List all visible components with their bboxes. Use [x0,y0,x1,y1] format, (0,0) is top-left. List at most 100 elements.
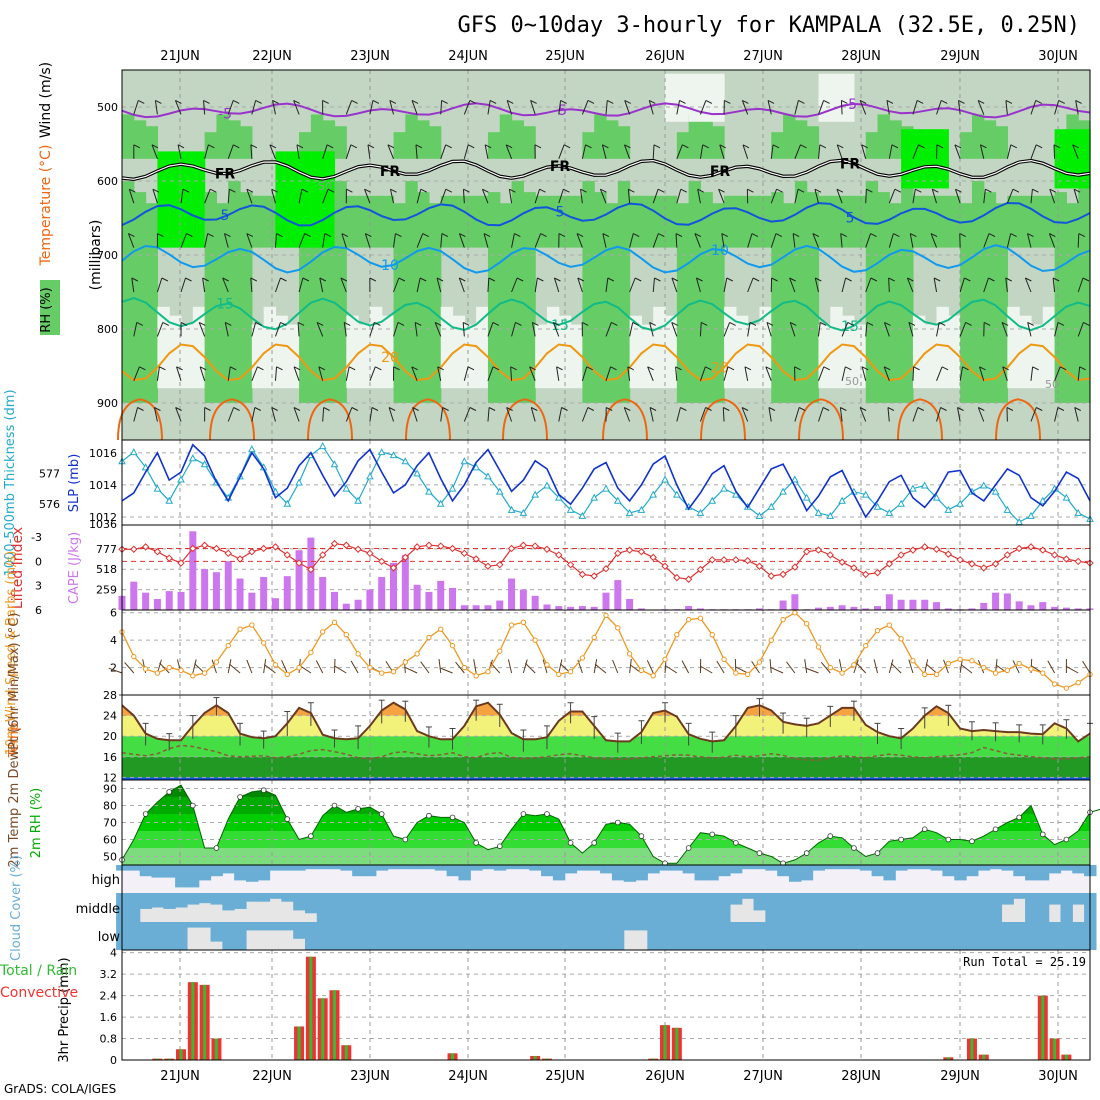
wind-barb-flag [280,321,287,326]
cloud-cell [800,865,814,881]
rh-cell [216,114,229,159]
wind10-barb [664,664,678,674]
cloud-cell [966,922,979,950]
cloud-cell [623,893,637,922]
rh-cell [617,181,631,403]
wind10-speed-point [615,625,621,631]
wind10-speed-point [449,642,456,649]
wind10-speed-point [662,656,668,663]
wind-barb-flag [159,366,166,371]
lifted-index-point [590,572,598,580]
date-label-top: 27JUN [743,49,783,64]
wind10-speed-point [992,670,999,676]
wind-barb [1054,366,1061,381]
thickness-point [188,454,197,462]
wind-barb [156,322,164,337]
wind-barb [364,189,371,204]
wind-barb-flag [488,277,496,282]
wind10-speed-point [1075,679,1081,686]
cloud-cell [576,893,589,922]
wind-barb [768,407,772,422]
wind-barb [534,277,538,293]
wind-barb [1077,277,1084,293]
isotherm-line [121,297,1091,332]
cape-bar [909,599,917,610]
thickness-point [979,481,988,489]
wind10-barb [959,659,963,674]
cloud-cell [175,893,188,908]
wind-barb [817,322,821,337]
wind-barb-flag [917,407,925,411]
thickness-point [991,487,1000,495]
wind-barb-flag [1059,366,1067,371]
cloud-cell [552,893,566,922]
tick-label: 28 [103,689,117,702]
wind-barb [1048,233,1056,248]
lifted-index-point [755,562,764,570]
rh-cell [865,132,879,159]
wind-barb-flag [585,144,592,149]
wind-barb [888,233,894,248]
cloud-cell [175,922,188,950]
wind-barb-flag [1002,366,1009,371]
wind-barb-flag [434,321,442,326]
rh-cell [192,151,206,248]
wind-barb [814,277,819,293]
wind-barb-flag [649,407,657,411]
tick-label: 60 [103,834,117,847]
cloud-cell [1036,865,1050,881]
precip-bar-total [651,1058,655,1060]
wind10-barb [734,666,748,674]
wind-barb-flag [955,188,962,193]
wind10-barb [439,667,453,674]
wind-barb [792,233,796,248]
cloud-cell [800,893,814,922]
cloud-cell [493,922,507,950]
wind-barb-flag [492,366,500,371]
lifted-index-point [448,544,457,553]
rh-cell [771,132,784,159]
rh-cell [1030,324,1044,389]
rh-point [284,816,291,822]
wind-barb-flag [415,144,423,149]
precip-bar-total [203,984,207,1060]
isotherm-label: 5 [846,210,855,226]
wind-barb [296,144,300,159]
wind-barb-flag [705,99,713,104]
wind-barb-flag [978,407,985,411]
lifted-ylabel: Lifted Index [10,527,26,609]
wind-barb [648,100,654,115]
wind-barb [1002,366,1008,381]
rh-point [638,833,645,839]
cloud-cell [871,865,885,877]
rh-cell [570,324,583,389]
wind-barb [177,144,182,159]
cloud-cell [151,922,164,950]
cloud-cell [127,893,141,922]
wind-barb-flag [229,188,236,193]
wind-barb-flag [1010,144,1018,149]
wind-barb-flag [222,277,229,282]
precip-bar-total [321,998,325,1060]
rh-cell [169,315,182,389]
precip-bar-total [663,1025,667,1060]
cloud-cell [564,893,578,922]
cloud-cell [729,893,743,905]
wind-barb-flag [628,188,635,193]
wind-barb [481,189,489,204]
rh-point [260,787,267,793]
wind-barb-flag [364,188,371,193]
wind-barb-flag [800,144,807,149]
wind-barb [817,144,821,159]
cloud-ylabel: Cloud Cover (%) [9,855,24,961]
wind-barb [558,100,562,115]
wind-barb-flag [510,366,517,371]
thickness-point [873,502,882,510]
cloud-cell [151,865,164,878]
rh-contour-label: 50 [845,375,859,388]
rh-cell [747,195,761,248]
lifted-index-point [177,559,185,567]
tick-label: 777 [96,543,117,556]
wind-barb [393,322,399,337]
cloud-cell [576,865,589,871]
